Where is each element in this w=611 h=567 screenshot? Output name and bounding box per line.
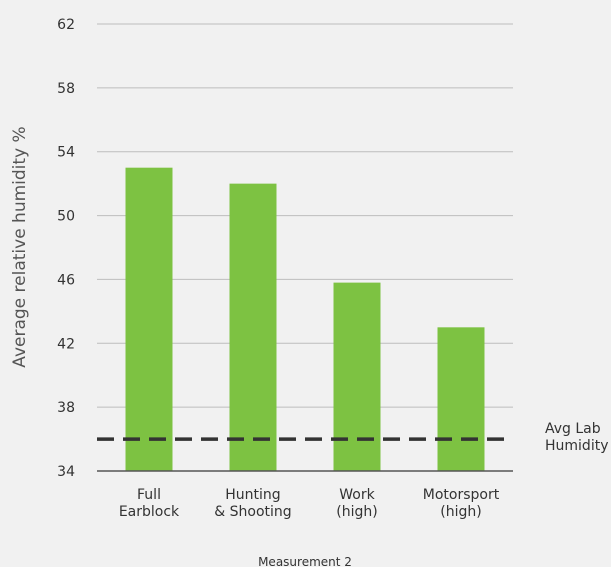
y-tick-label: 34 [57,464,75,480]
y-tick-label: 54 [57,145,75,161]
y-tick-label: 42 [57,336,75,352]
y-tick-label: 62 [57,17,75,33]
bars [125,167,485,471]
bar [437,327,485,471]
y-axis-ticks: 34 38 42 46 50 54 58 62 [57,17,75,480]
x-category-label: Work (high) [336,487,377,520]
y-tick-label: 50 [57,209,75,225]
bar [229,183,277,471]
y-tick-label: 58 [57,81,75,97]
x-axis-label: Measurement 2 [258,555,352,567]
bar [125,167,173,471]
x-category-label: Motorsport (high) [423,487,500,520]
bar [333,282,381,471]
y-tick-label: 38 [57,400,75,416]
x-category-label: Full Earblock [119,487,180,520]
x-category-label: Hunting & Shooting [214,487,291,520]
x-axis-categories: Full Earblock Hunting & Shooting Work (high) M… [119,487,500,520]
avg-lab-humidity-label: Avg Lab Humidity [545,421,608,454]
y-tick-label: 46 [57,272,75,288]
y-axis-label: Average relative humidity % [10,126,30,367]
